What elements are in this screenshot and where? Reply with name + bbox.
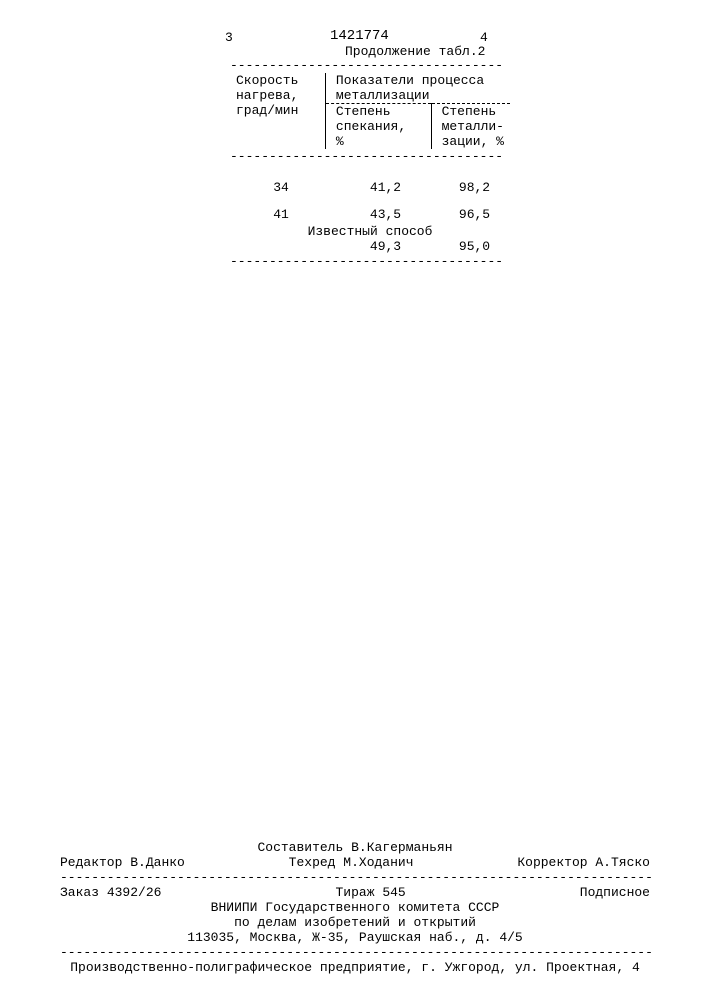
tirage-label: Тираж bbox=[335, 885, 374, 900]
table-caption: Продолжение табл.2 bbox=[345, 44, 485, 59]
credits-line: Редактор В.Данко Техред М.Ходанич Коррек… bbox=[60, 855, 650, 870]
cell: 96,5 bbox=[439, 195, 510, 222]
corrector-name: А.Тяско bbox=[595, 855, 650, 870]
cell: 98,2 bbox=[439, 164, 510, 195]
known-method-label: Известный способ bbox=[230, 222, 510, 239]
compiler-label: Составитель bbox=[257, 840, 343, 855]
table-row: 49,3 95,0 bbox=[230, 239, 510, 254]
table-header-col2b: Степень металли- зации, % bbox=[431, 104, 510, 150]
editor-name: В.Данко bbox=[130, 855, 185, 870]
footer-block: Составитель В.Кагерманьян Редактор В.Дан… bbox=[60, 840, 650, 975]
table-row-known-method: Известный способ bbox=[230, 222, 510, 239]
table-header-span: Показатели процесса металлизации bbox=[325, 73, 510, 104]
divider: ----------------------------------------… bbox=[60, 945, 650, 960]
cell: 95,0 bbox=[439, 239, 510, 254]
divider: ----------------------------------------… bbox=[60, 870, 650, 885]
corrector-label: Корректор bbox=[517, 855, 587, 870]
cell: 34 bbox=[230, 164, 332, 195]
compiler-name: В.Кагерманьян bbox=[351, 840, 452, 855]
corrector: Корректор А.Тяско bbox=[517, 855, 650, 870]
cell: 41 bbox=[230, 195, 332, 222]
editor: Редактор В.Данко bbox=[60, 855, 185, 870]
table-body: 34 41,2 98,2 41 43,5 96,5 Известный спос… bbox=[230, 164, 510, 254]
order-value: 4392/26 bbox=[107, 885, 162, 900]
institution-line2: по делам изобретений и открытий bbox=[60, 915, 650, 930]
printer-line: Производственно-полиграфическое предприя… bbox=[60, 960, 650, 975]
order-label: Заказ bbox=[60, 885, 99, 900]
table-header-col2a: Степень спекания, % bbox=[325, 104, 431, 150]
subscription: Подписное bbox=[580, 885, 650, 900]
order: Заказ 4392/26 bbox=[60, 885, 161, 900]
page-left-marker: 3 bbox=[225, 30, 233, 45]
data-table: ----------------------------------- Скор… bbox=[230, 58, 510, 269]
page: 3 1421774 4 Продолжение табл.2 ---------… bbox=[0, 0, 707, 1000]
tirage-value: 545 bbox=[382, 885, 405, 900]
divider: ----------------------------------- bbox=[230, 58, 510, 73]
institution-line1: ВНИИПИ Государственного комитета СССР bbox=[60, 900, 650, 915]
table-header-col1: Скорость нагрева, град/мин bbox=[230, 73, 325, 149]
tirage: Тираж 545 bbox=[335, 885, 405, 900]
page-right-marker: 4 bbox=[480, 30, 488, 45]
doc-number: 1421774 bbox=[330, 28, 389, 44]
divider: ----------------------------------- bbox=[230, 254, 510, 269]
institution-address: 113035, Москва, Ж-35, Раушская наб., д. … bbox=[60, 930, 650, 945]
cell: 41,2 bbox=[332, 164, 439, 195]
techred: Техред М.Ходанич bbox=[289, 855, 414, 870]
cell bbox=[230, 239, 332, 254]
order-line: Заказ 4392/26 Тираж 545 Подписное bbox=[60, 885, 650, 900]
table-header: Скорость нагрева, град/мин Показатели пр… bbox=[230, 73, 510, 149]
editor-label: Редактор bbox=[60, 855, 122, 870]
table-row: 34 41,2 98,2 bbox=[230, 164, 510, 195]
cell: 43,5 bbox=[332, 195, 439, 222]
cell: 49,3 bbox=[332, 239, 439, 254]
compiler-line: Составитель В.Кагерманьян bbox=[60, 840, 650, 855]
table-row: 41 43,5 96,5 bbox=[230, 195, 510, 222]
techred-name: М.Ходанич bbox=[343, 855, 413, 870]
divider: ----------------------------------- bbox=[230, 149, 510, 164]
techred-label: Техред bbox=[289, 855, 336, 870]
